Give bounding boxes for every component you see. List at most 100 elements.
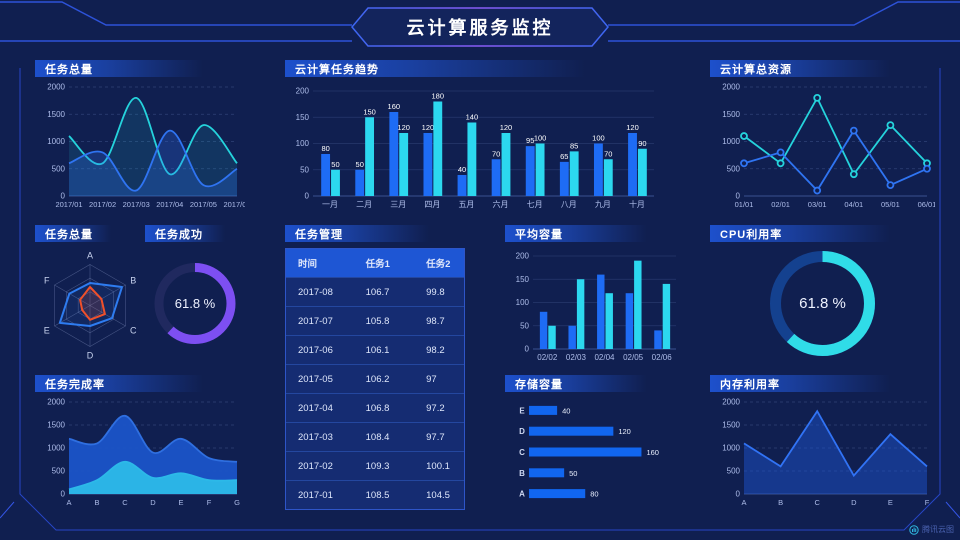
- svg-text:D: D: [87, 351, 94, 361]
- table-header-cell: 任务2: [426, 259, 451, 270]
- panel-title: 云计算任务趋势: [295, 63, 379, 76]
- svg-text:05/01: 05/01: [881, 200, 900, 209]
- storage-chart[interactable]: E 40 D 120 C 160 B 50 A 80: [505, 392, 682, 510]
- svg-text:50: 50: [520, 321, 529, 330]
- task-success-donut[interactable]: 61.8 %: [145, 242, 245, 365]
- task-success-value: 61.8 %: [174, 296, 216, 311]
- svg-text:2000: 2000: [722, 398, 740, 407]
- table-cell: 108.5: [365, 489, 390, 501]
- svg-text:120: 120: [500, 123, 513, 132]
- table-cell: 109.3: [365, 460, 390, 472]
- table-row: 2017-08 106.7 99.8: [286, 277, 464, 306]
- svg-text:500: 500: [727, 164, 741, 173]
- svg-text:80: 80: [590, 490, 598, 499]
- svg-text:0: 0: [736, 490, 741, 499]
- svg-text:50: 50: [331, 160, 339, 169]
- svg-text:100: 100: [516, 298, 530, 307]
- table-row: 2017-04 106.8 97.2: [286, 393, 464, 422]
- svg-text:四月: 四月: [424, 200, 440, 209]
- task-radar-chart[interactable]: A B C D E F: [35, 242, 145, 365]
- svg-text:0: 0: [61, 490, 66, 499]
- table-row: 2017-01 108.5 104.5: [286, 480, 464, 509]
- svg-text:八月: 八月: [561, 200, 577, 209]
- svg-text:0: 0: [305, 192, 310, 201]
- table-cell: 2017-06: [298, 344, 333, 356]
- svg-text:C: C: [130, 326, 137, 336]
- svg-text:65: 65: [560, 152, 568, 161]
- svg-text:0: 0: [736, 192, 741, 201]
- total-resources-chart[interactable]: 0 500 1000 1500 2000 01/01 02/01 03/01 04/01 05/0…: [710, 77, 935, 212]
- table-cell: 99.8: [426, 286, 445, 298]
- svg-text:04/01: 04/01: [844, 200, 863, 209]
- cpu-donut[interactable]: 61.8 %: [710, 242, 935, 365]
- svg-text:120: 120: [397, 123, 410, 132]
- svg-text:180: 180: [432, 92, 445, 101]
- svg-text:200: 200: [296, 87, 310, 96]
- avg-capacity-chart[interactable]: 0 50 100 150 200 02/02 02/03 02/04 02/05 02/06: [505, 242, 682, 365]
- panel-total-resources: 云计算总资源 0 500 1000 1500 2000 01/01 02/01 03/01 04…: [710, 60, 935, 212]
- panel-cpu: CPU利用率 61.8 %: [710, 225, 935, 365]
- svg-text:E: E: [44, 326, 50, 336]
- svg-text:01/01: 01/01: [735, 200, 754, 209]
- table-cell: 106.8: [365, 402, 390, 414]
- table-cell: 108.4: [365, 431, 390, 443]
- panel-title: 内存利用率: [720, 378, 780, 391]
- panel-storage-header: 存储容量: [505, 375, 682, 392]
- svg-text:150: 150: [516, 275, 530, 284]
- svg-text:2000: 2000: [722, 83, 740, 92]
- svg-text:02/05: 02/05: [623, 353, 644, 362]
- completion-chart[interactable]: 0 500 1000 1500 2000 A B C D E F G: [35, 392, 245, 510]
- panel-completion-header: 任务完成率: [35, 375, 245, 392]
- table-cell: 98.2: [426, 344, 445, 356]
- svg-text:D: D: [150, 498, 156, 507]
- page-title: 云计算服务监控: [406, 18, 554, 38]
- table-row: 2017-07 105.8 98.7: [286, 306, 464, 335]
- svg-text:1500: 1500: [722, 110, 740, 119]
- tasks-total-chart[interactable]: 0 500 1000 1500 2000 2017/01 2017/02 2017/03 201…: [35, 77, 245, 212]
- panel-total-resources-header: 云计算总资源: [710, 60, 935, 77]
- svg-text:十月: 十月: [629, 199, 645, 209]
- brand-watermark-text: 腾讯云图: [922, 525, 954, 534]
- svg-text:1500: 1500: [47, 421, 65, 430]
- svg-text:B: B: [519, 469, 525, 478]
- table-header-cell: 时间: [298, 259, 318, 270]
- svg-text:1000: 1000: [722, 444, 740, 453]
- svg-text:40: 40: [562, 406, 570, 415]
- svg-text:E: E: [519, 406, 525, 415]
- memory-chart[interactable]: 0 500 1000 1500 2000 A B C D E F: [710, 392, 935, 510]
- svg-text:120: 120: [626, 123, 639, 132]
- svg-text:六月: 六月: [493, 199, 509, 209]
- svg-text:95: 95: [526, 136, 534, 145]
- svg-text:160: 160: [646, 448, 659, 457]
- svg-text:A: A: [519, 490, 525, 499]
- svg-text:五月: 五月: [458, 200, 474, 209]
- svg-text:一月: 一月: [322, 200, 338, 209]
- svg-text:200: 200: [516, 252, 530, 261]
- panel-title: 任务总量: [45, 228, 93, 241]
- table-cell: 2017-03: [298, 431, 333, 443]
- panel-title: 任务总量: [45, 63, 93, 76]
- svg-text:90: 90: [638, 139, 646, 148]
- svg-text:三月: 三月: [390, 200, 406, 209]
- panel-task-radar: 任务总量 A B C D E F: [35, 225, 145, 365]
- table-cell: 97: [426, 373, 437, 385]
- svg-text:1000: 1000: [47, 137, 65, 146]
- cpu-value: 61.8 %: [799, 295, 846, 312]
- panel-title: 任务完成率: [45, 378, 105, 391]
- panel-task-radar-header: 任务总量: [35, 225, 130, 242]
- svg-text:1500: 1500: [722, 421, 740, 430]
- svg-text:02/03: 02/03: [566, 353, 587, 362]
- panel-cpu-header: CPU利用率: [710, 225, 935, 242]
- svg-text:160: 160: [388, 102, 401, 111]
- task-trend-chart[interactable]: 0 50 100 150 200 一月 二月 三月 四月 五月 六月 七月 八月 九月 十月 80 50 160 1…: [285, 77, 660, 212]
- svg-text:100: 100: [592, 134, 605, 143]
- panel-storage: 存储容量 E 40 D 120 C 160 B 50 A 80: [505, 375, 682, 510]
- table-cell: 105.8: [365, 315, 390, 327]
- svg-text:E: E: [888, 498, 893, 507]
- panel-title: 任务管理: [295, 228, 343, 241]
- svg-text:06/01: 06/01: [918, 200, 935, 209]
- table-header-cell: 任务1: [365, 259, 390, 270]
- svg-text:B: B: [130, 276, 136, 286]
- svg-text:D: D: [519, 427, 525, 436]
- table-cell: 2017-04: [298, 402, 333, 414]
